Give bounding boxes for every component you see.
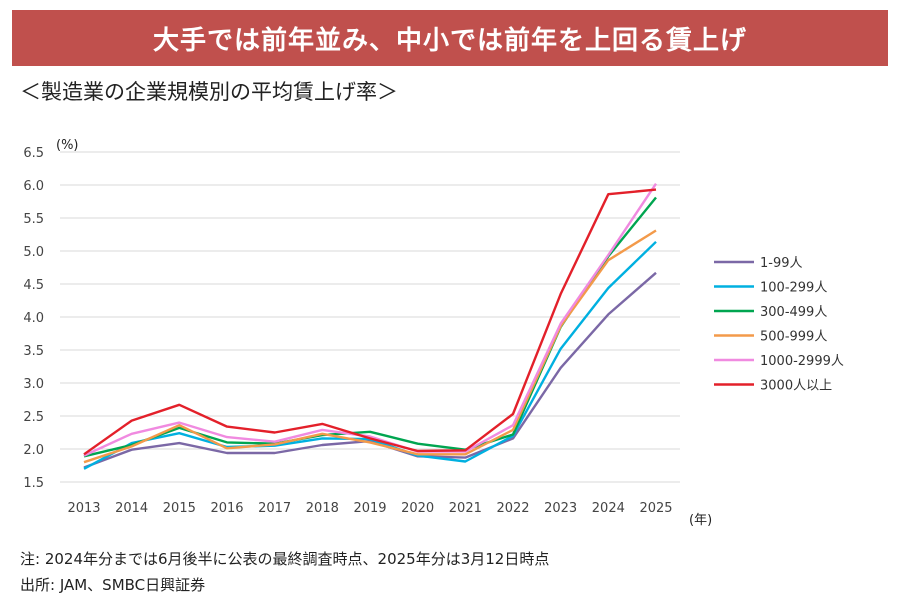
legend-entry: 3000人以上 (760, 379, 832, 394)
legend-entry: 1000-2999人 (760, 354, 844, 369)
legend-entry: 100-299人 (760, 281, 827, 296)
y-tick-label: 4.5 (23, 278, 44, 293)
y-tick-label: 5.0 (23, 245, 44, 260)
y-tick-label: 2.5 (23, 410, 44, 425)
x-unit-label: (年) (689, 513, 712, 528)
footnote: 注: 2024年分までは6月後半に公表の最終調査時点、2025年分は3月12日時… (20, 550, 550, 568)
legend-entry: 500-999人 (760, 330, 827, 345)
x-tick-label: 2024 (592, 501, 625, 516)
series-line-4 (83, 183, 657, 457)
y-tick-label: 3.5 (23, 344, 44, 359)
legend-entry: 300-499人 (760, 305, 827, 320)
y-tick-label: 1.5 (23, 476, 44, 491)
y-tick-label: 3.0 (23, 377, 44, 392)
x-tick-label: 2020 (401, 501, 434, 516)
x-tick-label: 2017 (258, 501, 291, 516)
chart-subtitle: ＜製造業の企業規模別の平均賃上げ率＞ (20, 80, 398, 104)
series-line-0 (83, 271, 657, 469)
x-tick-label: 2021 (449, 501, 482, 516)
y-tick-label: 6.0 (23, 179, 44, 194)
series-line-2 (83, 196, 657, 458)
legend-entry: 1-99人 (760, 256, 803, 271)
x-tick-label: 2014 (115, 501, 148, 516)
y-unit-label: (%) (56, 138, 79, 153)
x-tick-label: 2023 (544, 501, 577, 516)
x-tick-label: 2015 (163, 501, 196, 516)
x-tick-label: 2013 (67, 501, 100, 516)
y-tick-label: 5.5 (23, 212, 44, 227)
line-chart: 1.5 2.0 2.5 3.0 3.5 4.0 4.5 5.0 5.5 6.0 6.5 2013 201… (23, 138, 844, 528)
title-banner: 大手では前年並み、中小では前年を上回る賃上げ (12, 10, 888, 66)
series-line-3 (83, 229, 657, 464)
x-tick-label: 2022 (496, 501, 529, 516)
y-tick-label: 6.5 (23, 146, 44, 161)
x-tick-label: 2016 (210, 501, 243, 516)
y-tick-label: 2.0 (23, 443, 44, 458)
chart-headline: 大手では前年並み、中小では前年を上回る賃上げ (152, 25, 747, 56)
source-note: 出所: JAM、SMBC日興証券 (20, 576, 206, 594)
series-line-5 (83, 188, 657, 456)
x-tick-label: 2019 (353, 501, 386, 516)
y-tick-label: 4.0 (23, 311, 44, 326)
x-tick-label: 2025 (639, 501, 672, 516)
x-tick-label: 2018 (306, 501, 339, 516)
